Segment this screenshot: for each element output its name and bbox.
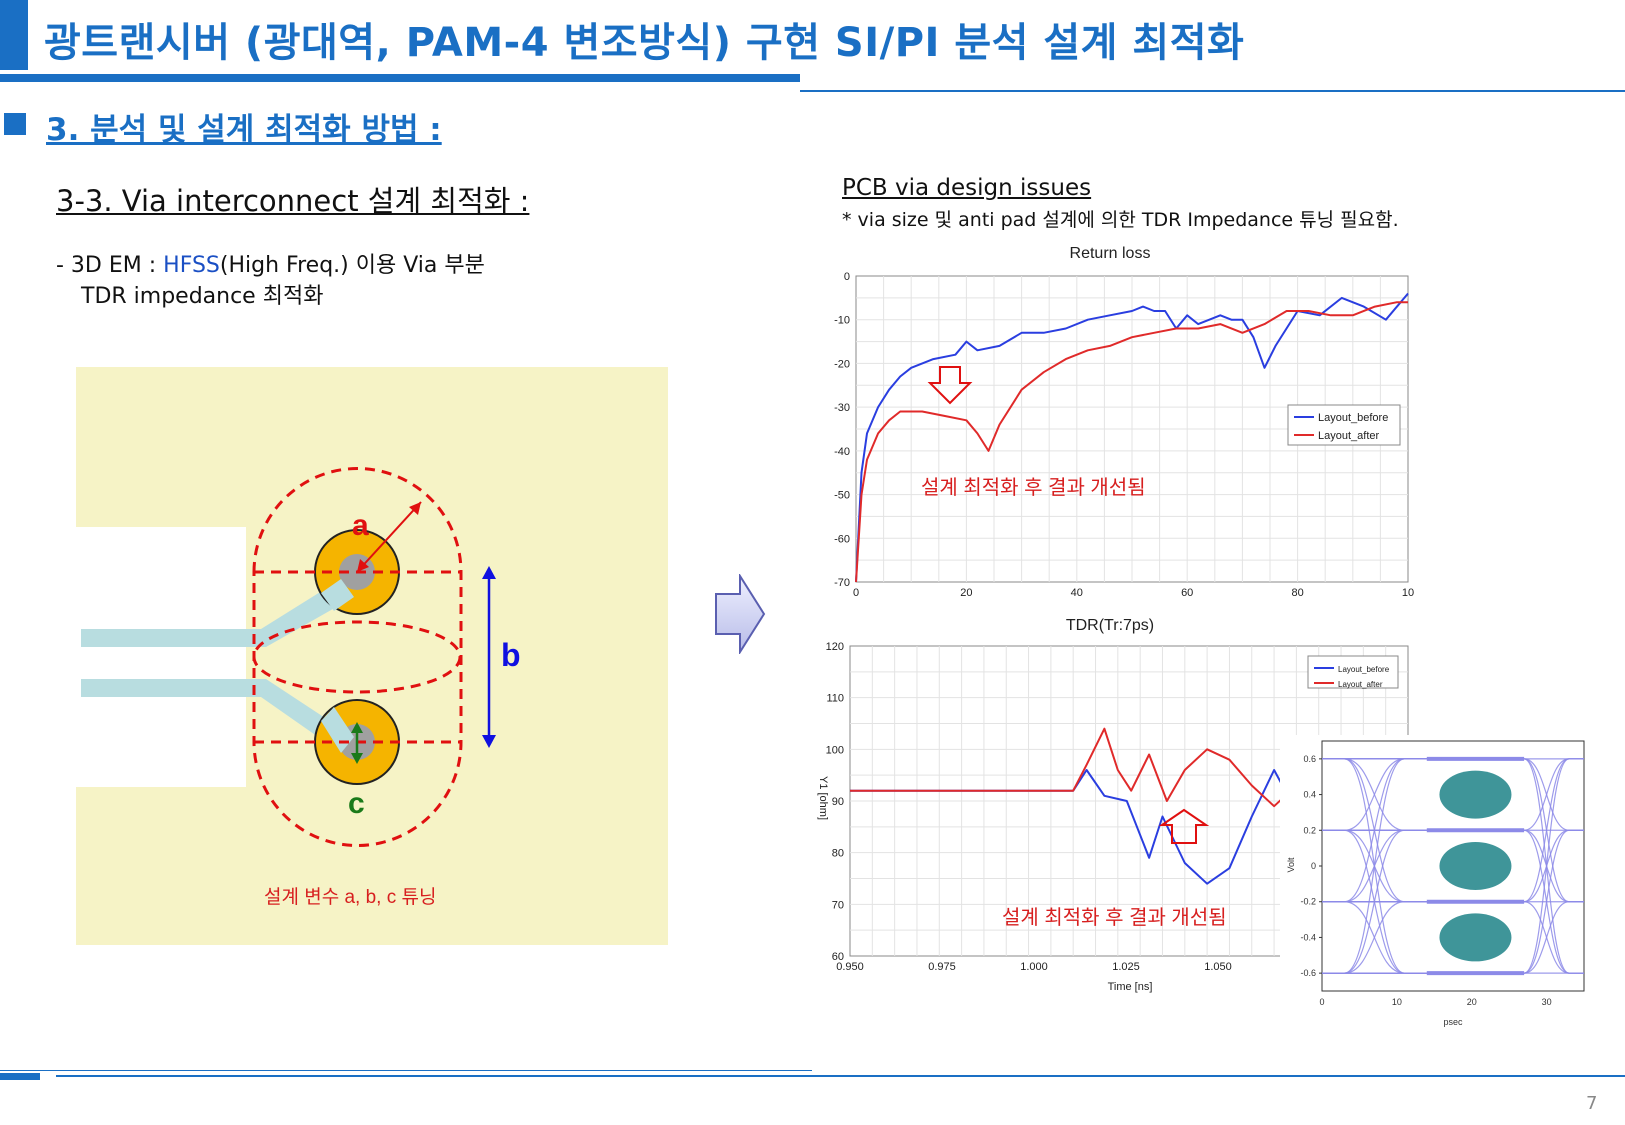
trace-upper <box>81 579 354 647</box>
label-c: c <box>348 787 365 820</box>
return-loss-annotation: 설계 최적화 후 결과 개선됨 <box>921 476 1146 499</box>
tdr-x-tick-label: 1.050 <box>1204 961 1232 973</box>
rl-x-tick-label: 40 <box>1071 587 1083 599</box>
eye-trace <box>1322 901 1584 974</box>
right-arrow-icon <box>715 574 766 654</box>
bullet-highlight: HFSS <box>163 253 220 278</box>
tdr-legend-label: Layout_after <box>1338 680 1383 689</box>
eye-y-tick-label: -0.2 <box>1300 897 1316 907</box>
eye-trace <box>1322 758 1442 974</box>
series-line-layout-before <box>855 292 1409 583</box>
tdr-y-tick-label: 110 <box>826 693 844 705</box>
dimension-a-arrow <box>356 501 422 573</box>
rl-y-tick-label: -60 <box>834 533 850 545</box>
pcb-issues-note: * via size 및 anti pad 설계에 의한 TDR Impedan… <box>842 209 1399 231</box>
tdr-x-tick-label: 0.975 <box>928 961 956 973</box>
tdr-y-tick-label: 80 <box>832 848 844 860</box>
label-a: a <box>352 509 369 542</box>
page-number: 7 <box>1586 1093 1598 1114</box>
rl-x-tick-label: 10 <box>1402 587 1414 599</box>
tdr-ylabel: Y1 [ohm] <box>817 776 829 820</box>
tdr-y-tick-label: 120 <box>826 641 844 653</box>
tdr-y-tick-label: 100 <box>826 744 844 756</box>
rl-y-tick-label: -30 <box>834 402 850 414</box>
rl-y-tick-label: -20 <box>834 358 850 370</box>
rl-legend-label: Layout_before <box>1318 412 1388 424</box>
eye-trace <box>1322 829 1584 974</box>
rl-x-tick-label: 60 <box>1181 587 1193 599</box>
rl-x-tick-label: 0 <box>853 587 859 599</box>
tdr-y-tick-label: 90 <box>832 796 844 808</box>
series-line-layout-after <box>855 301 1408 583</box>
rl-y-tick-label: -70 <box>834 577 850 589</box>
via-diagram: a b c 설계 변수 a, b, c 튜닝 <box>76 467 521 908</box>
tdr-title: TDR(Tr:7ps) <box>1066 617 1154 634</box>
section-bullet-square <box>4 113 26 135</box>
tdr-annotation: 설계 최적화 후 결과 개선됨 <box>1002 906 1227 929</box>
eye-ylabel: Volt <box>1286 857 1296 873</box>
return-loss-title: Return loss <box>1070 245 1151 262</box>
eye-y-tick-label: 0.2 <box>1303 825 1316 835</box>
rl-y-tick-label: -40 <box>834 446 850 458</box>
rl-y-tick-label: -50 <box>834 490 850 502</box>
rl-legend-label: Layout_after <box>1318 430 1379 442</box>
rl-y-tick-label: -10 <box>834 315 850 327</box>
eye-x-tick-label: 10 <box>1392 997 1402 1007</box>
eye-y-tick-label: 0.6 <box>1303 754 1316 764</box>
eye-trace <box>1322 758 1584 974</box>
tdr-xlabel: Time [ns] <box>1108 981 1153 993</box>
tdr-y-tick-label: 70 <box>832 899 844 911</box>
title-underline-thin <box>800 90 1625 92</box>
trace-lower <box>81 679 354 753</box>
sub-heading: 3-3. Via interconnect 설계 최적화 : <box>56 184 530 218</box>
eye-x-tick-label: 0 <box>1319 997 1324 1007</box>
rl-x-tick-label: 80 <box>1291 587 1303 599</box>
eye-trace <box>1322 758 1584 903</box>
up-arrow-icon <box>1158 808 1210 844</box>
down-arrow-icon <box>927 366 973 405</box>
pcb-issues-title: PCB via design issues <box>842 175 1092 201</box>
rl-x-tick-label: 20 <box>960 587 972 599</box>
tdr-x-tick-label: 1.000 <box>1020 961 1048 973</box>
eye-y-tick-label: 0.4 <box>1303 790 1316 800</box>
eye-opening <box>1439 842 1512 890</box>
tdr-x-tick-label: 1.025 <box>1112 961 1140 973</box>
eye-y-tick-label: -0.4 <box>1300 932 1316 942</box>
eye-x-tick-label: 20 <box>1467 997 1477 1007</box>
eye-opening <box>1439 770 1512 819</box>
bullet-rest: (High Freq.) 이용 Via 부분 <box>219 253 485 278</box>
tdr-legend-label: Layout_before <box>1338 665 1390 674</box>
label-b: b <box>501 637 521 673</box>
eye-trace <box>1322 829 1442 974</box>
eye-diagram: 0 10 20 30 0.6 0.4 0.2 0 -0.2 -0.4 -0.6 psec Volt <box>1280 735 1600 1035</box>
title-underline-thick <box>0 74 800 82</box>
slide-title: 광트랜시버 (광대역, PAM-4 변조방식) 구현 SI/PI 분석 설계 최… <box>44 20 1245 66</box>
eye-y-tick-label: 0 <box>1311 861 1316 871</box>
title-accent-bar <box>0 0 28 70</box>
tdr-x-tick-label: 0.950 <box>836 961 864 973</box>
via-diagram-caption: 설계 변수 a, b, c 튜닝 <box>264 886 436 908</box>
eye-opening <box>1439 913 1512 962</box>
footer-rule-upper <box>0 1070 812 1071</box>
eye-trace <box>1322 901 1442 974</box>
eye-y-tick-label: -0.6 <box>1300 968 1316 978</box>
footer-accent <box>0 1073 40 1080</box>
bullet-line-2: TDR impedance 최적화 <box>81 284 324 309</box>
rl-legend-box <box>1287 404 1401 446</box>
pcb-cutout <box>76 527 246 787</box>
eye-trace <box>1322 758 1442 903</box>
section-heading: 3. 분석 및 설계 최적화 방법 : <box>46 112 442 148</box>
return-loss-chart: Return loss 0 20 40 60 80 100-10-20-30-40-50-… <box>834 245 1414 599</box>
bullet-prefix: - 3D EM : <box>56 253 164 278</box>
bullet-text: - 3D EM : HFSS(High Freq.) 이용 Via 부분 TDR… <box>56 250 485 312</box>
eye-xlabel: psec <box>1443 1017 1463 1027</box>
tdr-y-tick-label: 60 <box>832 951 844 963</box>
footer-rule <box>56 1075 1625 1077</box>
rl-y-tick-label: 0 <box>844 271 850 283</box>
eye-x-tick-label: 30 <box>1542 997 1552 1007</box>
